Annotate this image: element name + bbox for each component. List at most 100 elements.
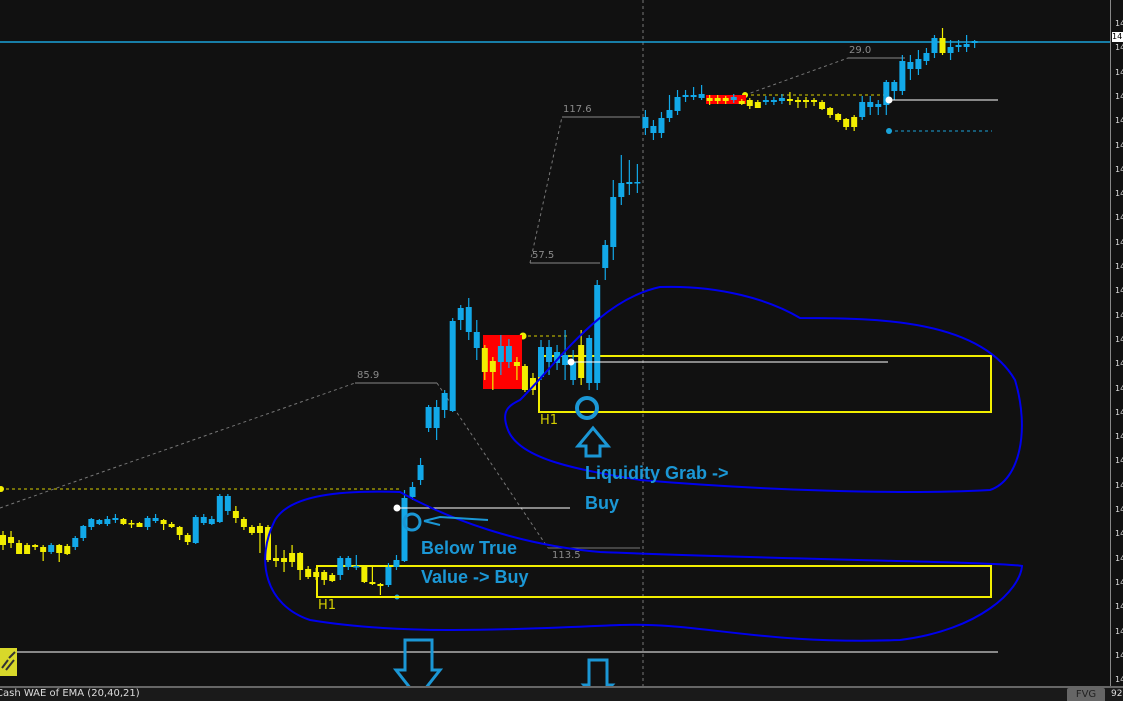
candle-body	[72, 538, 79, 547]
candle-body	[851, 117, 858, 127]
candle-body	[497, 346, 504, 362]
current-price-label: 14	[1112, 32, 1123, 42]
h1-zone[interactable]	[538, 355, 992, 413]
candle	[513, 357, 520, 380]
candle-body	[297, 553, 304, 570]
candle-body	[144, 518, 151, 527]
candle	[353, 555, 360, 570]
candle	[457, 305, 464, 330]
candle-body	[409, 487, 416, 497]
arrow-left-icon	[423, 515, 489, 526]
candle	[369, 567, 376, 585]
candle	[706, 95, 713, 105]
candle-body	[136, 523, 143, 527]
candle-body	[899, 61, 906, 91]
candle	[505, 339, 512, 368]
level-dot	[567, 358, 575, 366]
annotation-text: Buy	[585, 493, 620, 513]
candle-body	[457, 308, 464, 320]
y-tick-label: 14	[1115, 626, 1123, 636]
price-axis[interactable]	[1110, 0, 1123, 686]
candle	[923, 48, 930, 65]
y-tick-label: 14	[1115, 237, 1123, 247]
candle	[449, 318, 456, 412]
candle-body	[562, 355, 569, 365]
candle	[529, 373, 536, 395]
swing-label: 117.6	[563, 104, 592, 115]
candle	[867, 96, 874, 115]
candle	[875, 100, 882, 115]
candle	[32, 544, 39, 550]
candle	[465, 298, 472, 340]
candle-body	[120, 519, 127, 524]
candle	[192, 515, 199, 544]
fvg-button[interactable]: FVG	[1067, 688, 1105, 701]
candle	[88, 518, 95, 530]
candle	[256, 523, 263, 553]
candle-body	[554, 352, 561, 363]
y-tick-label: 14	[1115, 334, 1123, 344]
candle-body	[546, 347, 553, 362]
candle-body	[883, 82, 890, 105]
candle-body	[586, 338, 593, 383]
candle	[96, 519, 103, 525]
candle	[658, 112, 665, 138]
candle-body	[56, 545, 63, 553]
candle-body	[248, 527, 255, 533]
y-tick-label: 14	[1115, 286, 1123, 296]
candle	[794, 97, 801, 108]
candle	[827, 107, 834, 118]
candle-body	[835, 114, 842, 120]
candle-body	[232, 511, 239, 518]
candle-body	[730, 97, 737, 100]
y-tick-label: 14	[1115, 91, 1123, 101]
link-icon[interactable]	[0, 648, 17, 676]
y-tick-label: 14	[1115, 359, 1123, 369]
candle	[762, 96, 769, 105]
candle-body	[513, 362, 520, 366]
y-tick-label: 14	[1115, 19, 1123, 28]
candle	[24, 543, 31, 554]
candle	[425, 405, 432, 432]
swing-label: 57.5	[532, 250, 555, 261]
candle	[40, 545, 47, 561]
y-tick-label: 14	[1115, 189, 1123, 199]
candle-body	[216, 496, 223, 522]
h1-zone[interactable]	[316, 565, 992, 598]
candle	[770, 97, 777, 105]
candle	[473, 320, 480, 360]
candle	[754, 100, 761, 108]
level-dot	[886, 128, 892, 134]
candle	[224, 494, 231, 515]
swing-label: 113.5	[552, 550, 581, 561]
candle	[345, 556, 352, 570]
candle-body	[473, 332, 480, 348]
candle-body	[337, 558, 344, 575]
candle-body	[786, 99, 793, 101]
hand-drawn-outline	[504, 285, 1023, 493]
candle-body	[738, 101, 745, 104]
y-tick-label: 14	[1115, 505, 1123, 514]
y-tick-label: 14	[1115, 310, 1123, 320]
candle	[489, 357, 496, 390]
candle-body	[971, 41, 978, 43]
y-tick-label: 14	[1115, 675, 1123, 685]
candle	[899, 55, 906, 95]
candle-body	[48, 545, 55, 552]
level-dot	[393, 504, 401, 512]
candle-body	[481, 348, 488, 372]
candle	[811, 98, 818, 106]
candle-body	[0, 535, 6, 545]
indicator-label: Cash WAE of EMA (20,40,21)	[0, 688, 140, 699]
candle	[120, 518, 127, 525]
candle	[819, 100, 826, 110]
price-chart[interactable]	[0, 0, 1110, 686]
candle-body	[843, 119, 850, 127]
candle	[690, 87, 697, 100]
y-tick-label: 14	[1115, 407, 1123, 417]
y-tick-label: 14	[1115, 116, 1123, 126]
annotation-text: Below True	[421, 538, 518, 558]
candle-body	[32, 545, 39, 547]
candle	[393, 555, 400, 570]
candle-body	[96, 520, 103, 524]
